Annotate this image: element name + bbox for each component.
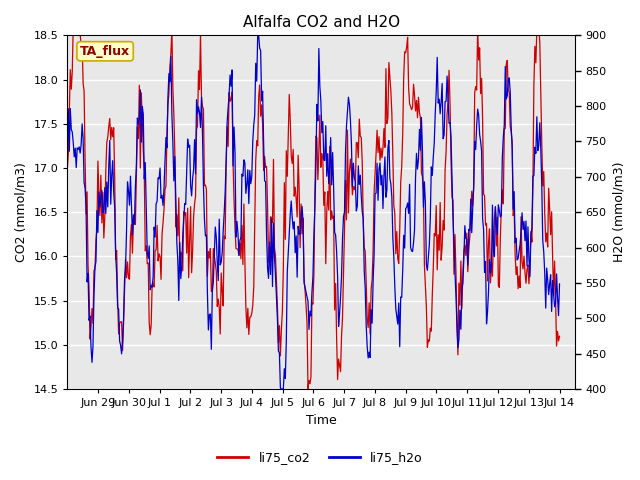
li75_co2	[546, 206, 554, 212]
li75_h2o	[556, 281, 563, 287]
li75_h2o	[332, 232, 339, 238]
li75_co2	[298, 231, 306, 237]
Legend: li75_co2, li75_h2o: li75_co2, li75_h2o	[212, 446, 428, 469]
li75_co2	[69, 24, 77, 29]
Y-axis label: H2O (mmol/m3): H2O (mmol/m3)	[612, 162, 625, 263]
Title: Alfalfa CO2 and H2O: Alfalfa CO2 and H2O	[243, 15, 400, 30]
li75_h2o	[255, 33, 262, 38]
Y-axis label: CO2 (mmol/m3): CO2 (mmol/m3)	[15, 162, 28, 262]
li75_co2	[304, 386, 312, 392]
li75_co2	[469, 203, 477, 209]
li75_h2o	[63, 147, 71, 153]
li75_h2o	[300, 220, 307, 226]
Line: li75_co2: li75_co2	[67, 26, 559, 389]
li75_h2o	[469, 205, 477, 211]
li75_co2	[301, 288, 309, 293]
Text: TA_flux: TA_flux	[80, 45, 130, 58]
li75_h2o	[278, 386, 285, 392]
Line: li75_h2o: li75_h2o	[67, 36, 559, 389]
li75_h2o	[358, 209, 366, 215]
li75_h2o	[302, 289, 310, 295]
li75_co2	[358, 159, 366, 165]
li75_co2	[556, 334, 563, 339]
X-axis label: Time: Time	[306, 414, 337, 427]
li75_h2o	[546, 281, 554, 287]
li75_co2	[332, 280, 339, 286]
li75_co2	[63, 166, 71, 171]
